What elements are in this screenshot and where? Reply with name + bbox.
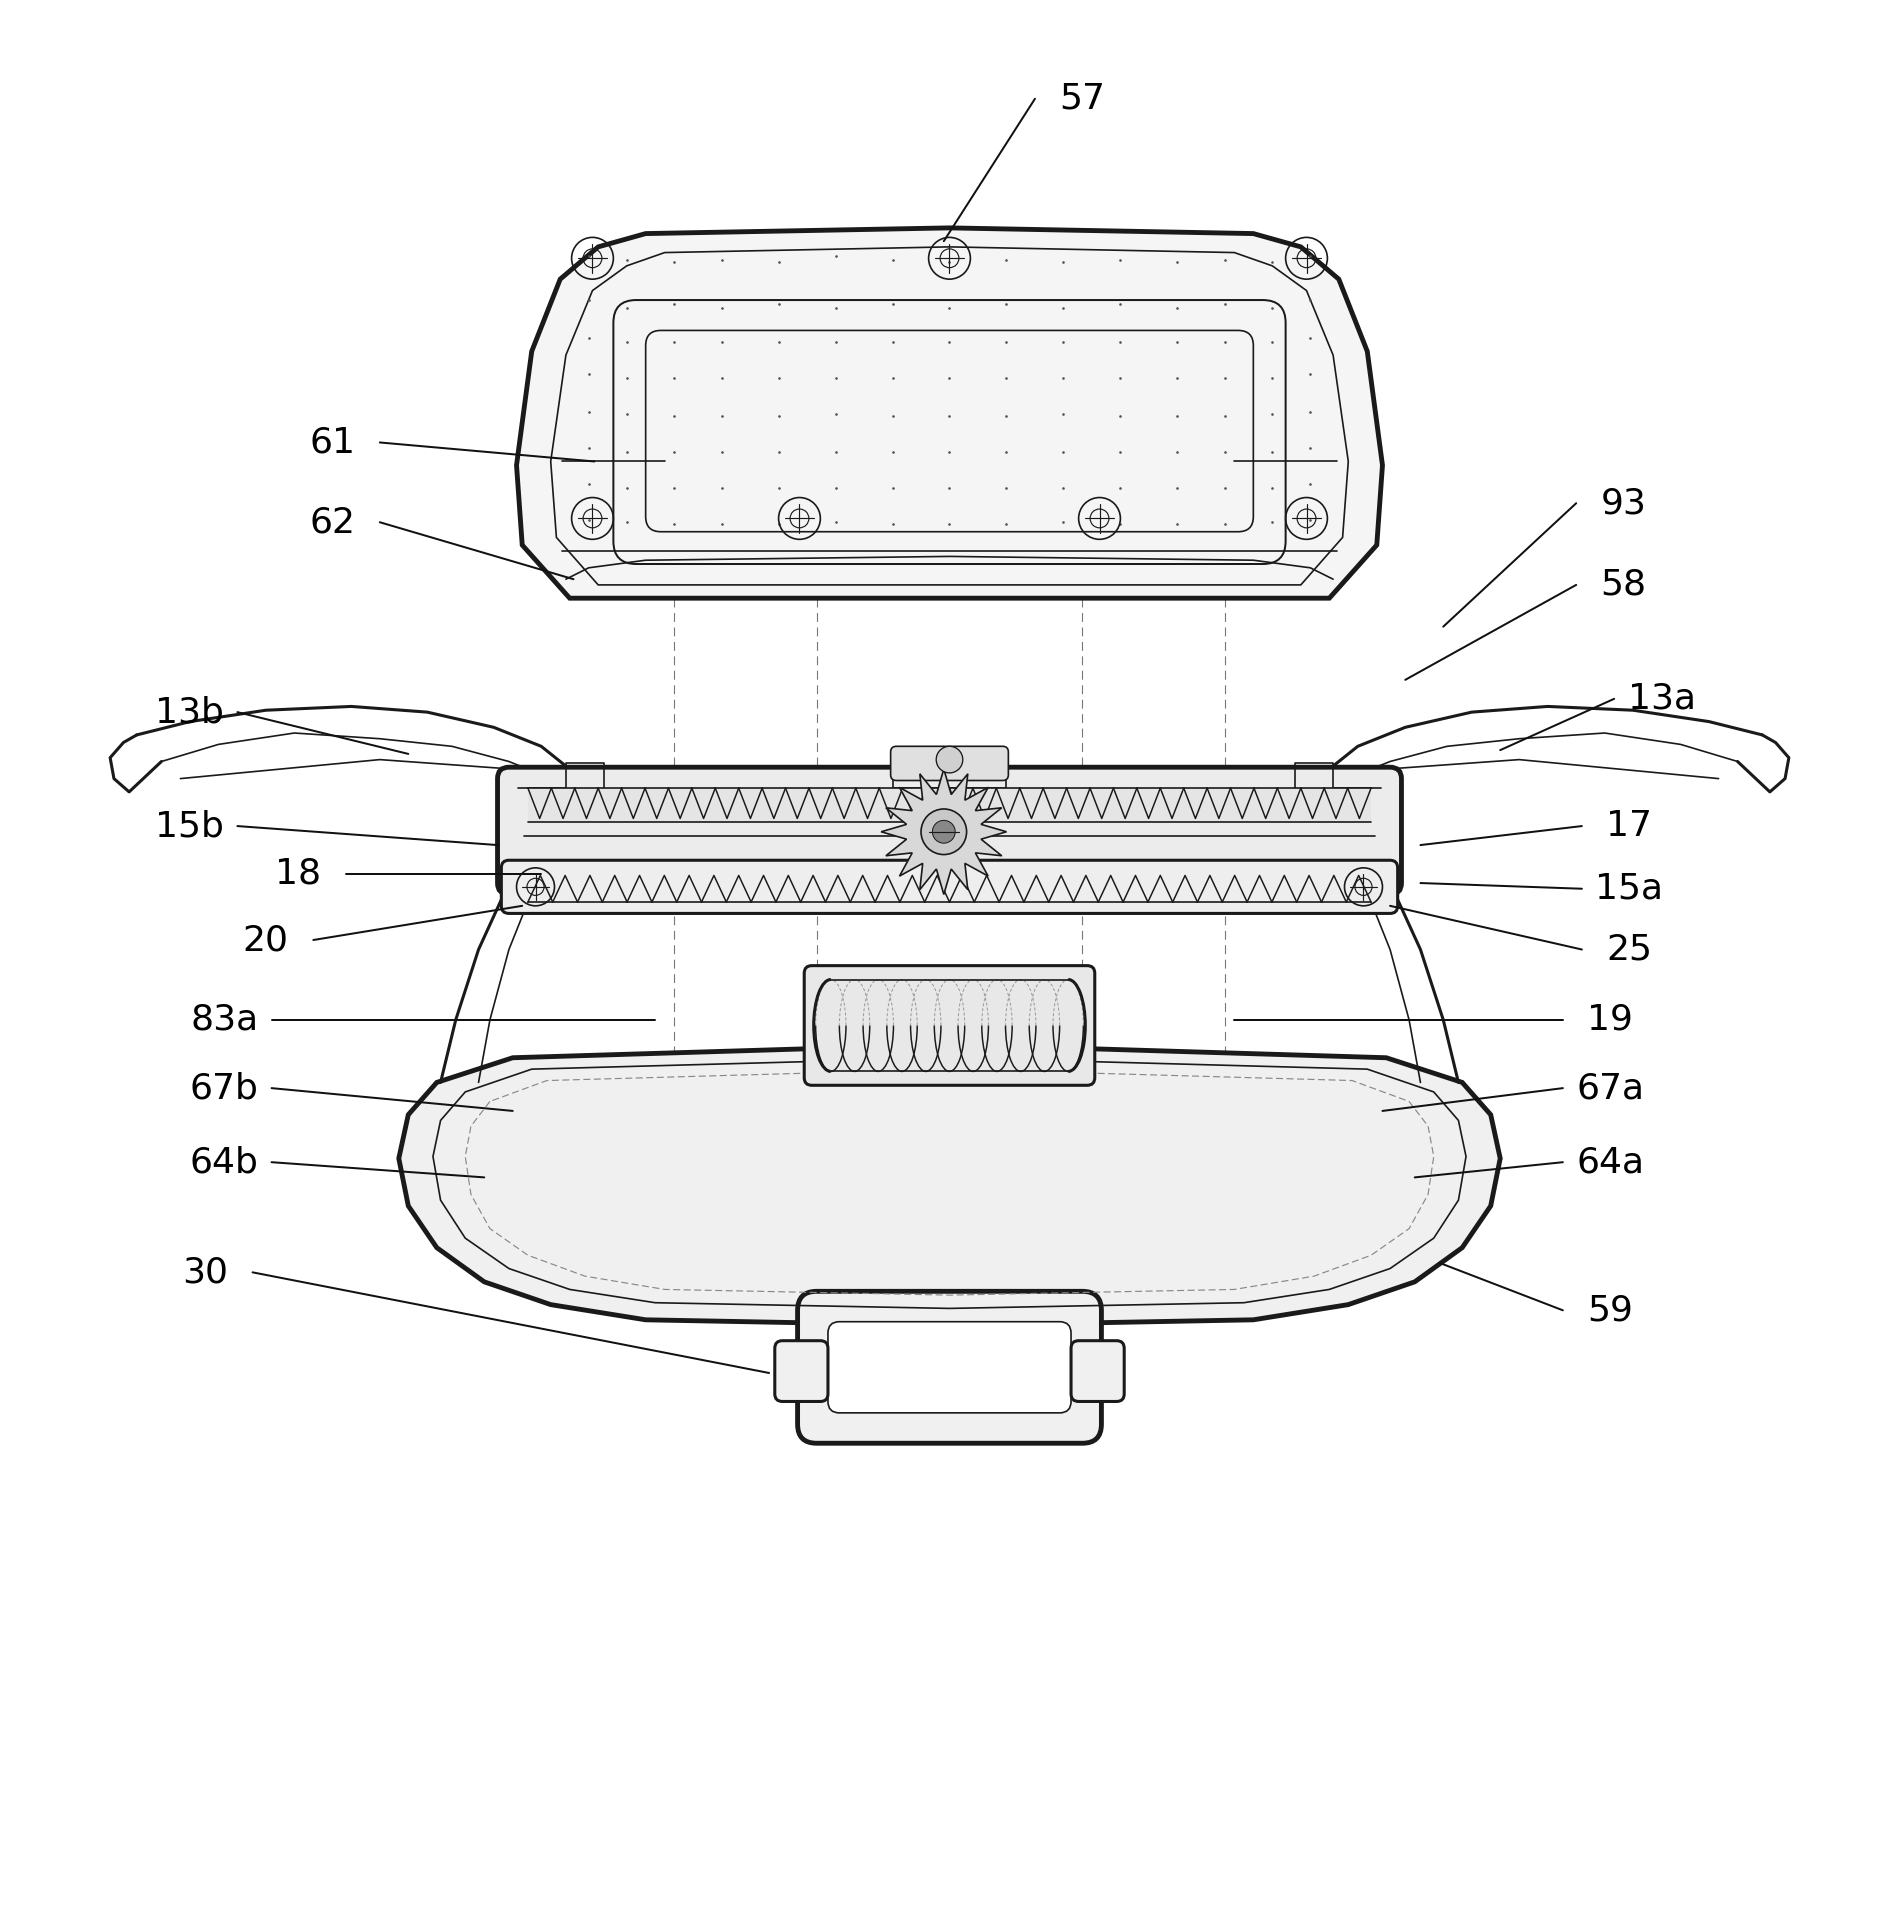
Bar — [528, 788, 1370, 823]
FancyBboxPatch shape — [774, 1341, 828, 1402]
FancyBboxPatch shape — [890, 746, 1008, 781]
FancyBboxPatch shape — [805, 965, 1093, 1086]
Text: 57: 57 — [1059, 82, 1105, 115]
Text: 18: 18 — [275, 857, 321, 890]
Text: 15a: 15a — [1594, 873, 1663, 905]
Polygon shape — [516, 228, 1382, 598]
FancyBboxPatch shape — [828, 1322, 1070, 1414]
FancyBboxPatch shape — [797, 1291, 1101, 1442]
Text: 67a: 67a — [1575, 1070, 1644, 1105]
Text: 61: 61 — [309, 426, 355, 460]
Text: 20: 20 — [243, 923, 288, 957]
Circle shape — [936, 746, 962, 773]
Text: 64b: 64b — [190, 1145, 258, 1180]
Text: 25: 25 — [1606, 932, 1651, 967]
Text: 62: 62 — [309, 504, 355, 539]
Text: 58: 58 — [1600, 568, 1646, 602]
Text: 19: 19 — [1587, 1003, 1632, 1038]
Text: 93: 93 — [1600, 487, 1646, 520]
Text: 13b: 13b — [156, 694, 224, 729]
Circle shape — [932, 821, 955, 844]
Text: 15b: 15b — [156, 809, 224, 844]
Text: 13a: 13a — [1627, 681, 1695, 715]
FancyBboxPatch shape — [501, 861, 1397, 913]
Text: 83a: 83a — [190, 1003, 258, 1038]
Text: 30: 30 — [182, 1256, 228, 1289]
Circle shape — [921, 809, 966, 855]
Text: 64a: 64a — [1575, 1145, 1644, 1180]
Text: 67b: 67b — [190, 1070, 258, 1105]
Polygon shape — [399, 1045, 1499, 1325]
Polygon shape — [881, 769, 1006, 894]
Text: 17: 17 — [1606, 809, 1651, 844]
FancyBboxPatch shape — [497, 767, 1401, 894]
Text: 59: 59 — [1587, 1293, 1632, 1327]
FancyBboxPatch shape — [1070, 1341, 1124, 1402]
